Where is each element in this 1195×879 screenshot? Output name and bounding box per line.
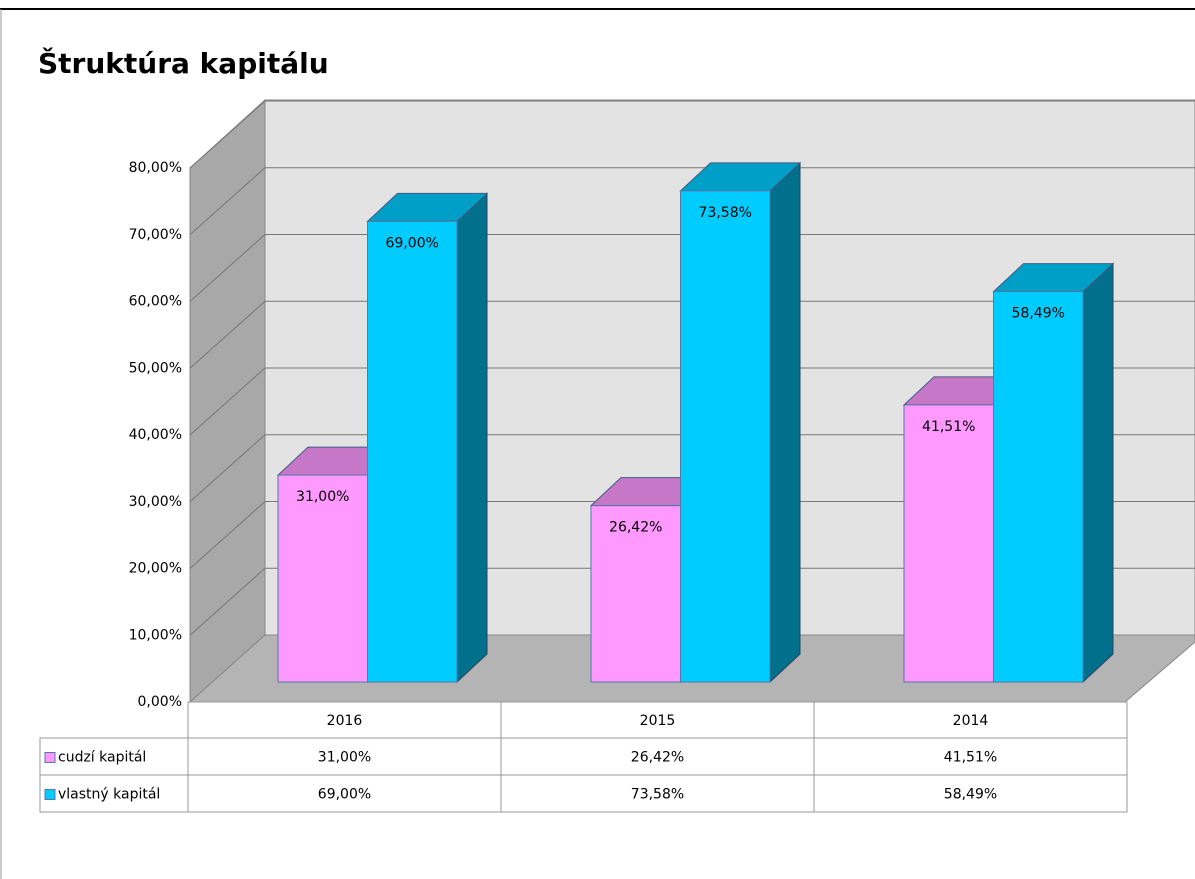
data-label: 73,58%: [699, 205, 752, 221]
table-cell: 69,00%: [318, 787, 371, 803]
bar: [277, 474, 368, 683]
table-cell: 58,49%: [944, 787, 997, 803]
bar: [993, 291, 1084, 683]
legend-swatch: [44, 789, 56, 800]
data-label: 69,00%: [386, 235, 439, 251]
bar: [680, 190, 771, 683]
bar-side: [769, 161, 801, 684]
grid-line: [189, 100, 1195, 169]
x-tick-label: 2015: [640, 713, 676, 729]
bar-side: [456, 192, 488, 684]
y-tick-label: 10,00%: [129, 627, 182, 643]
y-tick-label: 40,00%: [129, 427, 182, 443]
y-tick-label: 80,00%: [129, 160, 182, 176]
table-cell: 26,42%: [631, 750, 684, 766]
y-tick-label: 50,00%: [129, 360, 182, 376]
bar-side: [1082, 262, 1114, 684]
x-tick-label: 2014: [953, 713, 989, 729]
grid-line: [189, 567, 1195, 636]
legend-swatch: [44, 752, 56, 763]
y-tick-label: 30,00%: [129, 494, 182, 510]
table-cell: 73,58%: [631, 787, 684, 803]
bar: [590, 505, 681, 683]
y-tick-label: 60,00%: [129, 294, 182, 310]
legend-label: vlastný kapitál: [58, 787, 160, 803]
data-label: 31,00%: [296, 489, 349, 505]
table-cell: 41,51%: [944, 750, 997, 766]
table-cell: 31,00%: [318, 750, 371, 766]
bar: [903, 404, 994, 683]
data-label: 41,51%: [922, 419, 975, 435]
chart-title: Štruktúra kapitálu: [38, 46, 329, 80]
grid-line: [189, 167, 1195, 236]
grid-line: [189, 367, 1195, 436]
y-tick-label: 0,00%: [138, 694, 182, 710]
grid-line: [189, 234, 1195, 302]
grid-line: [189, 300, 1195, 369]
x-tick-label: 2016: [327, 713, 363, 729]
legend-label: cudzí kapitál: [58, 750, 146, 766]
y-tick-label: 70,00%: [129, 227, 182, 243]
grid-line: [189, 434, 1195, 503]
data-label: 58,49%: [1012, 306, 1065, 322]
y-tick-label: 20,00%: [129, 561, 182, 577]
grid-line: [189, 501, 1195, 569]
bar: [367, 220, 458, 683]
data-label: 26,42%: [609, 520, 662, 536]
